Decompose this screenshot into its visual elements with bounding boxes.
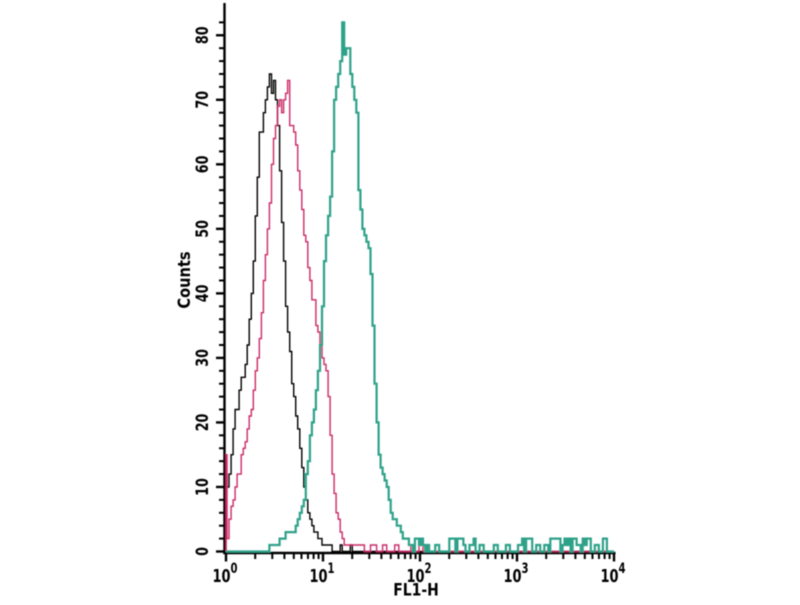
y-tick-label: 0 xyxy=(192,547,212,556)
y-tick-label: 40 xyxy=(192,285,212,303)
x-tick-label: 104 xyxy=(600,560,625,586)
y-axis-title: Counts xyxy=(174,251,194,308)
x-tick-label: 102 xyxy=(406,560,431,586)
x-tick-label: 103 xyxy=(503,560,528,586)
y-tick-label: 30 xyxy=(192,349,212,367)
chart-content: 0 10 20 30 40 50 60 70 80 100 101 102 103 104 FL1-H C… xyxy=(174,3,626,600)
y-tick-label: 10 xyxy=(192,478,212,496)
axes-layer: 0 10 20 30 40 50 60 70 80 100 101 102 103 104 xyxy=(192,3,626,587)
y-tick-label: 80 xyxy=(192,26,212,44)
series-layer xyxy=(225,21,614,553)
y-tick-label: 50 xyxy=(192,220,212,238)
series-teal-trace xyxy=(226,21,614,553)
x-axis-title: FL1-H xyxy=(393,580,439,600)
x-tick-label: 100 xyxy=(212,560,237,586)
y-tick-label: 70 xyxy=(192,91,212,109)
y-tick-label: 60 xyxy=(192,155,212,173)
y-tick-label: 20 xyxy=(192,414,212,432)
x-tick-label: 101 xyxy=(309,560,334,586)
